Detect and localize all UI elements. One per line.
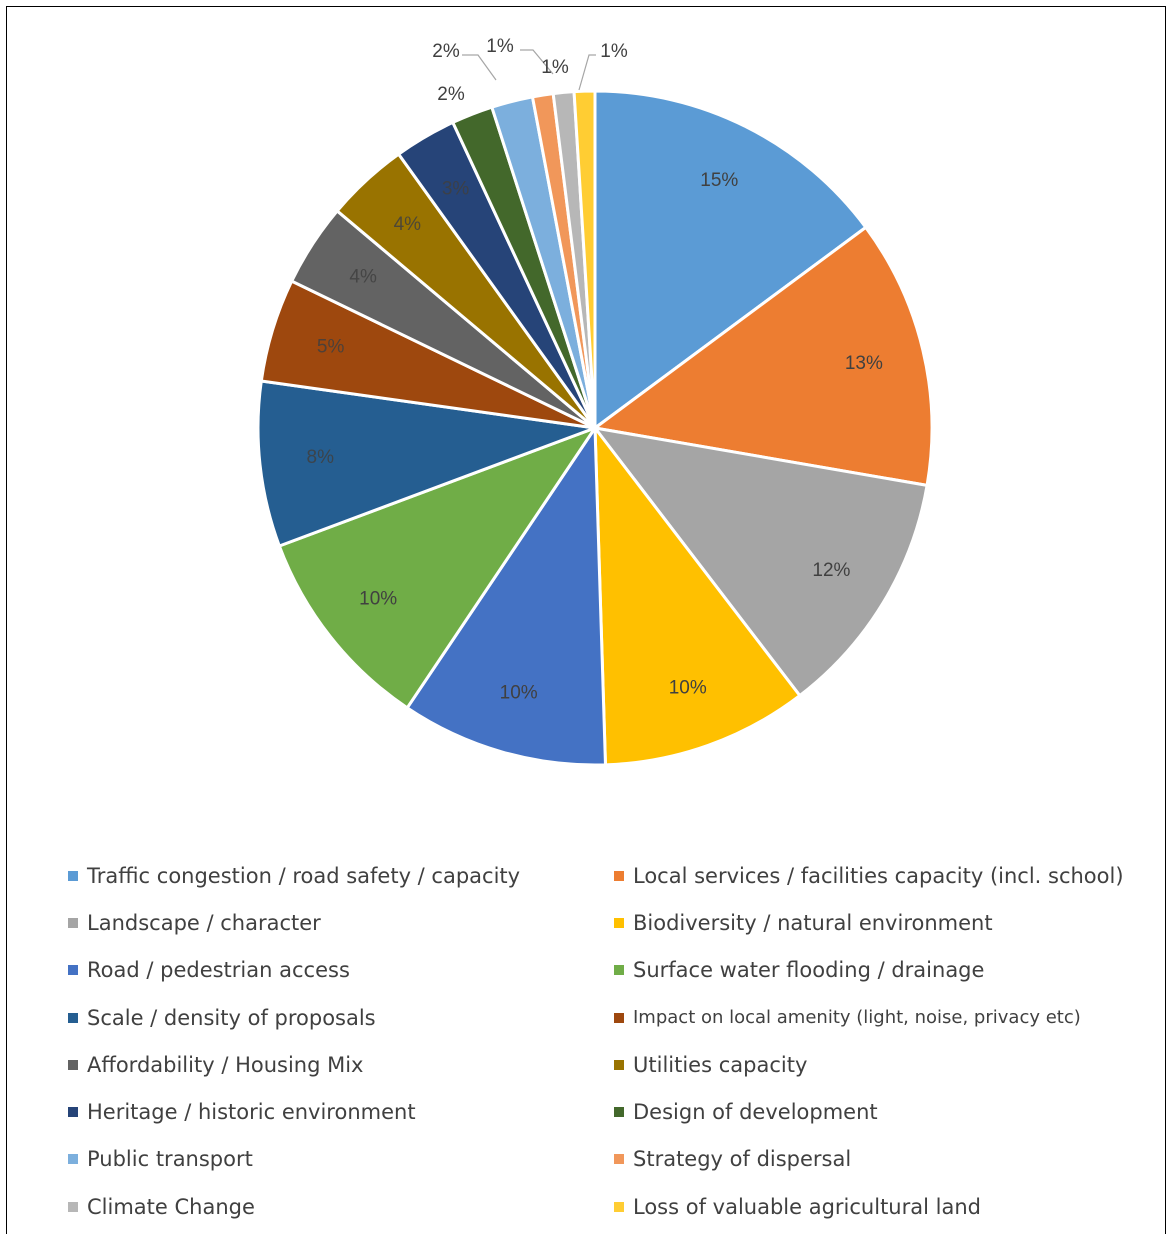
legend-swatch — [68, 1012, 78, 1023]
slice-label: 8% — [307, 447, 335, 468]
legend-swatch — [614, 917, 624, 928]
legend-label: Biodiversity / natural environment — [633, 910, 993, 935]
legend-swatch — [614, 1201, 624, 1212]
leader-line — [520, 49, 554, 75]
legend-item: Loss of valuable agricultural land — [614, 1183, 1158, 1230]
legend-label: Surface water flooding / drainage — [633, 958, 985, 983]
legend-item: Public transport — [68, 1136, 614, 1183]
legend-swatch — [614, 870, 624, 881]
legend-swatch — [614, 1012, 624, 1023]
slice-label: 12% — [812, 560, 850, 581]
legend-item: Impact on local amenity (light, noise, p… — [614, 994, 1158, 1041]
legend-item: Scale / density of proposals — [68, 994, 614, 1041]
legend-item: Utilities capacity — [614, 1041, 1158, 1088]
legend-label: Impact on local amenity (light, noise, p… — [633, 1007, 1081, 1029]
slice-label: 2% — [437, 84, 465, 105]
pie-slice — [256, 379, 596, 548]
legend-swatch — [614, 1107, 624, 1118]
legend-swatch — [68, 870, 78, 881]
legend-swatch — [68, 1059, 78, 1070]
pie-slice — [572, 89, 597, 429]
pie-slice — [591, 225, 934, 488]
pie-slice — [277, 424, 599, 710]
legend-item: Strategy of dispersal — [614, 1136, 1158, 1183]
legend-swatch — [68, 1154, 78, 1165]
legend-item: Landscape / character — [68, 899, 614, 946]
leader-line — [578, 54, 596, 91]
legend-swatch — [68, 1201, 78, 1212]
pie-slice — [593, 89, 868, 431]
legend-item: Design of development — [614, 1088, 1158, 1135]
legend-item: Surface water flooding / drainage — [614, 947, 1158, 994]
slice-label: 3% — [442, 178, 470, 199]
pie-slice — [405, 423, 608, 767]
legend-label: Traffic congestion / road safety / capac… — [87, 863, 521, 888]
legend-label: Road / pedestrian access — [87, 958, 350, 983]
slice-label: 15% — [700, 170, 738, 191]
legend-label: Loss of valuable agricultural land — [633, 1194, 981, 1219]
leader-line — [462, 54, 497, 81]
slice-label: 2% — [432, 41, 460, 62]
legend-label: Strategy of dispersal — [633, 1147, 852, 1172]
legend-item: Climate Change — [68, 1183, 614, 1230]
legend-label: Heritage / historic environment — [87, 1100, 416, 1125]
legend: Traffic congestion / road safety / capac… — [68, 852, 1158, 1230]
legend-label: Utilities capacity — [633, 1052, 808, 1077]
pie-slice — [591, 425, 929, 698]
legend-label: Local services / facilities capacity (in… — [633, 863, 1124, 888]
legend-swatch — [68, 965, 78, 976]
slice-label: 13% — [845, 353, 883, 374]
legend-swatch — [614, 1154, 624, 1165]
legend-item: Local services / facilities capacity (in… — [614, 852, 1158, 899]
legend-swatch — [68, 1107, 78, 1118]
slice-label: 10% — [669, 677, 707, 698]
legend-label: Affordability / Housing Mix — [87, 1052, 364, 1077]
legend-item: Affordability / Housing Mix — [68, 1041, 614, 1088]
slice-label: 1% — [600, 41, 628, 62]
legend-label: Climate Change — [87, 1194, 255, 1219]
legend-item: Road / pedestrian access — [68, 947, 614, 994]
slice-label: 1% — [486, 36, 514, 57]
legend-swatch — [614, 965, 624, 976]
legend-item: Traffic congestion / road safety / capac… — [68, 852, 614, 899]
legend-label: Scale / density of proposals — [87, 1005, 376, 1030]
slice-label: 4% — [394, 214, 422, 235]
legend-label: Public transport — [87, 1147, 253, 1172]
legend-label: Design of development — [633, 1100, 878, 1125]
pie-slice — [593, 423, 802, 767]
slice-label: 4% — [349, 267, 377, 288]
pie-chart: 15% 13% 12% 10% 10% 10% 8% 5% 4% 4% 3% 2% 2% 1% 1% 1% — [256, 36, 934, 767]
legend-item: Biodiversity / natural environment — [614, 899, 1158, 946]
legend-item: Heritage / historic environment — [68, 1088, 614, 1135]
legend-swatch — [68, 917, 78, 928]
slice-label: 1% — [541, 57, 569, 78]
slice-label: 10% — [500, 683, 538, 704]
slice-label: 10% — [359, 588, 397, 609]
legend-label: Landscape / character — [87, 910, 321, 935]
slice-label: 5% — [317, 337, 345, 358]
legend-swatch — [614, 1059, 624, 1070]
